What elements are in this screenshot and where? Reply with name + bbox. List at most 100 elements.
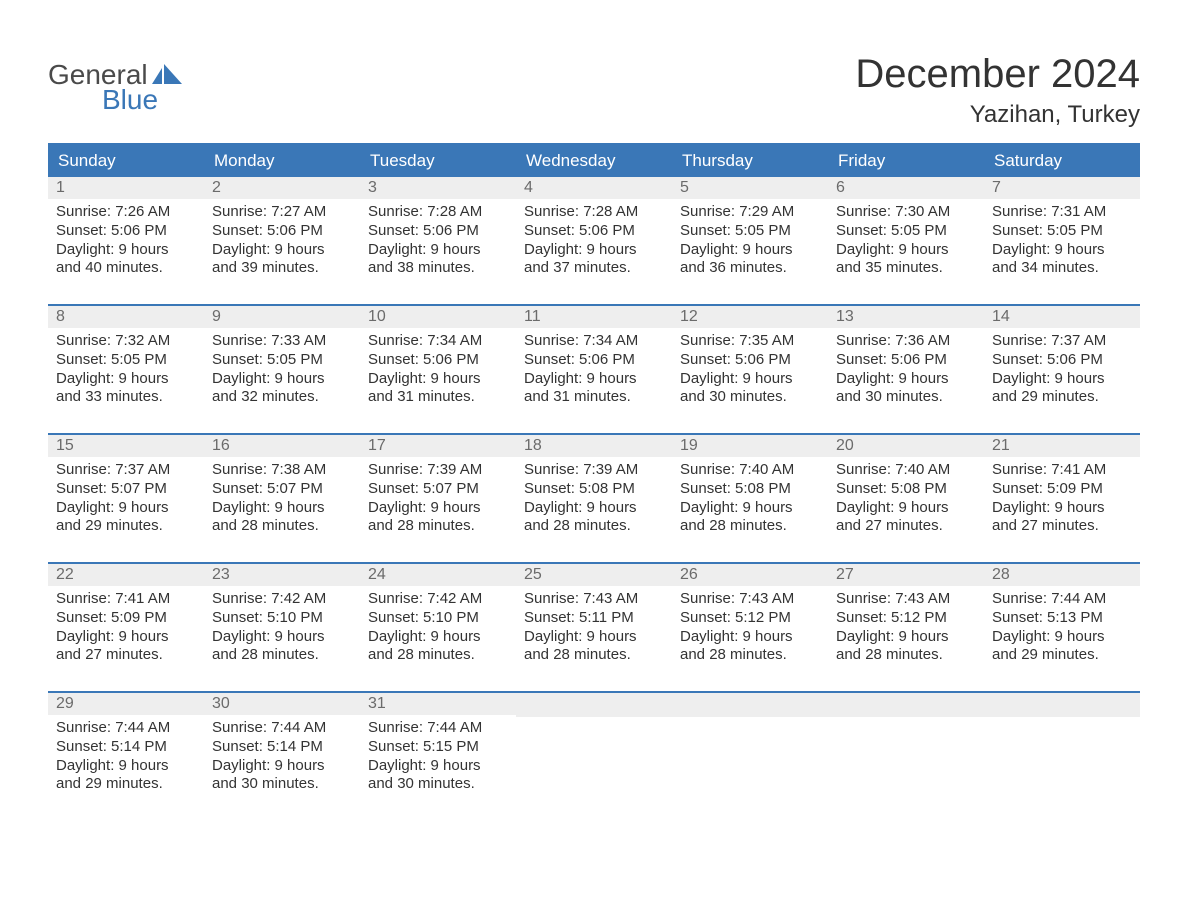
daylight-line: Daylight: 9 hours and 27 minutes.	[56, 628, 196, 666]
day-number: 19	[672, 435, 828, 457]
sunrise-line: Sunrise: 7:43 AM	[836, 590, 976, 609]
empty-day	[828, 693, 984, 717]
day-details: Sunrise: 7:35 AMSunset: 5:06 PMDaylight:…	[672, 328, 828, 433]
weekday-header: Friday	[828, 144, 984, 177]
daylight-line: Daylight: 9 hours and 29 minutes.	[992, 628, 1132, 666]
calendar-day-cell: 11Sunrise: 7:34 AMSunset: 5:06 PMDayligh…	[516, 305, 672, 434]
sunrise-line: Sunrise: 7:37 AM	[992, 332, 1132, 351]
calendar-day-cell: 10Sunrise: 7:34 AMSunset: 5:06 PMDayligh…	[360, 305, 516, 434]
day-details: Sunrise: 7:44 AMSunset: 5:13 PMDaylight:…	[984, 586, 1140, 691]
daylight-line: Daylight: 9 hours and 38 minutes.	[368, 241, 508, 279]
day-details: Sunrise: 7:28 AMSunset: 5:06 PMDaylight:…	[516, 199, 672, 304]
calendar-week-row: 15Sunrise: 7:37 AMSunset: 5:07 PMDayligh…	[48, 434, 1140, 563]
daylight-line: Daylight: 9 hours and 39 minutes.	[212, 241, 352, 279]
logo-flag-icon	[152, 64, 182, 84]
day-number: 27	[828, 564, 984, 586]
calendar-day-cell: 31Sunrise: 7:44 AMSunset: 5:15 PMDayligh…	[360, 692, 516, 820]
day-details: Sunrise: 7:41 AMSunset: 5:09 PMDaylight:…	[48, 586, 204, 691]
daylight-line: Daylight: 9 hours and 30 minutes.	[680, 370, 820, 408]
sunset-line: Sunset: 5:06 PM	[368, 222, 508, 241]
day-details: Sunrise: 7:33 AMSunset: 5:05 PMDaylight:…	[204, 328, 360, 433]
daylight-line: Daylight: 9 hours and 31 minutes.	[368, 370, 508, 408]
day-number: 22	[48, 564, 204, 586]
sunrise-line: Sunrise: 7:26 AM	[56, 203, 196, 222]
day-details: Sunrise: 7:32 AMSunset: 5:05 PMDaylight:…	[48, 328, 204, 433]
day-details: Sunrise: 7:44 AMSunset: 5:14 PMDaylight:…	[48, 715, 204, 820]
title-block: December 2024 Yazihan, Turkey	[855, 40, 1140, 143]
day-number: 24	[360, 564, 516, 586]
day-details: Sunrise: 7:40 AMSunset: 5:08 PMDaylight:…	[828, 457, 984, 562]
day-number: 12	[672, 306, 828, 328]
daylight-line: Daylight: 9 hours and 27 minutes.	[992, 499, 1132, 537]
day-number: 3	[360, 177, 516, 199]
calendar-day-cell: 20Sunrise: 7:40 AMSunset: 5:08 PMDayligh…	[828, 434, 984, 563]
day-details: Sunrise: 7:34 AMSunset: 5:06 PMDaylight:…	[516, 328, 672, 433]
calendar-day-cell: 17Sunrise: 7:39 AMSunset: 5:07 PMDayligh…	[360, 434, 516, 563]
day-number: 17	[360, 435, 516, 457]
sunset-line: Sunset: 5:12 PM	[680, 609, 820, 628]
sunset-line: Sunset: 5:06 PM	[992, 351, 1132, 370]
location-subtitle: Yazihan, Turkey	[855, 101, 1140, 129]
logo-word-blue: Blue	[48, 85, 182, 114]
sunset-line: Sunset: 5:06 PM	[524, 351, 664, 370]
daylight-line: Daylight: 9 hours and 40 minutes.	[56, 241, 196, 279]
calendar-day-cell: 25Sunrise: 7:43 AMSunset: 5:11 PMDayligh…	[516, 563, 672, 692]
day-number: 4	[516, 177, 672, 199]
sunrise-line: Sunrise: 7:40 AM	[836, 461, 976, 480]
day-number: 28	[984, 564, 1140, 586]
empty-day	[672, 693, 828, 717]
sunrise-line: Sunrise: 7:32 AM	[56, 332, 196, 351]
day-details: Sunrise: 7:38 AMSunset: 5:07 PMDaylight:…	[204, 457, 360, 562]
calendar-day-cell: 28Sunrise: 7:44 AMSunset: 5:13 PMDayligh…	[984, 563, 1140, 692]
sunrise-line: Sunrise: 7:30 AM	[836, 203, 976, 222]
calendar-day-cell: 21Sunrise: 7:41 AMSunset: 5:09 PMDayligh…	[984, 434, 1140, 563]
sunset-line: Sunset: 5:12 PM	[836, 609, 976, 628]
day-number: 13	[828, 306, 984, 328]
day-details: Sunrise: 7:26 AMSunset: 5:06 PMDaylight:…	[48, 199, 204, 304]
daylight-line: Daylight: 9 hours and 31 minutes.	[524, 370, 664, 408]
day-number: 7	[984, 177, 1140, 199]
daylight-line: Daylight: 9 hours and 30 minutes.	[212, 757, 352, 795]
daylight-line: Daylight: 9 hours and 33 minutes.	[56, 370, 196, 408]
day-number: 14	[984, 306, 1140, 328]
calendar-day-cell: 8Sunrise: 7:32 AMSunset: 5:05 PMDaylight…	[48, 305, 204, 434]
sunrise-line: Sunrise: 7:37 AM	[56, 461, 196, 480]
sunrise-line: Sunrise: 7:33 AM	[212, 332, 352, 351]
sunrise-line: Sunrise: 7:42 AM	[212, 590, 352, 609]
sunset-line: Sunset: 5:10 PM	[212, 609, 352, 628]
daylight-line: Daylight: 9 hours and 28 minutes.	[680, 628, 820, 666]
day-details: Sunrise: 7:37 AMSunset: 5:07 PMDaylight:…	[48, 457, 204, 562]
day-details: Sunrise: 7:43 AMSunset: 5:12 PMDaylight:…	[828, 586, 984, 691]
daylight-line: Daylight: 9 hours and 36 minutes.	[680, 241, 820, 279]
calendar-week-row: 1Sunrise: 7:26 AMSunset: 5:06 PMDaylight…	[48, 177, 1140, 305]
sunset-line: Sunset: 5:15 PM	[368, 738, 508, 757]
day-number: 30	[204, 693, 360, 715]
sunrise-line: Sunrise: 7:44 AM	[212, 719, 352, 738]
day-details: Sunrise: 7:30 AMSunset: 5:05 PMDaylight:…	[828, 199, 984, 304]
sunset-line: Sunset: 5:07 PM	[368, 480, 508, 499]
sunset-line: Sunset: 5:09 PM	[56, 609, 196, 628]
daylight-line: Daylight: 9 hours and 28 minutes.	[836, 628, 976, 666]
month-title: December 2024	[855, 52, 1140, 97]
calendar-day-cell	[672, 692, 828, 820]
day-number: 21	[984, 435, 1140, 457]
calendar-week-row: 8Sunrise: 7:32 AMSunset: 5:05 PMDaylight…	[48, 305, 1140, 434]
day-number: 29	[48, 693, 204, 715]
sunrise-line: Sunrise: 7:35 AM	[680, 332, 820, 351]
weekday-header: Tuesday	[360, 144, 516, 177]
sunset-line: Sunset: 5:05 PM	[836, 222, 976, 241]
sunrise-line: Sunrise: 7:40 AM	[680, 461, 820, 480]
day-number: 8	[48, 306, 204, 328]
daylight-line: Daylight: 9 hours and 27 minutes.	[836, 499, 976, 537]
day-details: Sunrise: 7:42 AMSunset: 5:10 PMDaylight:…	[360, 586, 516, 691]
calendar-day-cell: 12Sunrise: 7:35 AMSunset: 5:06 PMDayligh…	[672, 305, 828, 434]
sunset-line: Sunset: 5:08 PM	[524, 480, 664, 499]
calendar-table: Sunday Monday Tuesday Wednesday Thursday…	[48, 143, 1140, 820]
weekday-header: Sunday	[48, 144, 204, 177]
day-number: 31	[360, 693, 516, 715]
calendar-week-row: 22Sunrise: 7:41 AMSunset: 5:09 PMDayligh…	[48, 563, 1140, 692]
day-number: 10	[360, 306, 516, 328]
calendar-day-cell: 22Sunrise: 7:41 AMSunset: 5:09 PMDayligh…	[48, 563, 204, 692]
calendar-day-cell: 23Sunrise: 7:42 AMSunset: 5:10 PMDayligh…	[204, 563, 360, 692]
sunrise-line: Sunrise: 7:31 AM	[992, 203, 1132, 222]
